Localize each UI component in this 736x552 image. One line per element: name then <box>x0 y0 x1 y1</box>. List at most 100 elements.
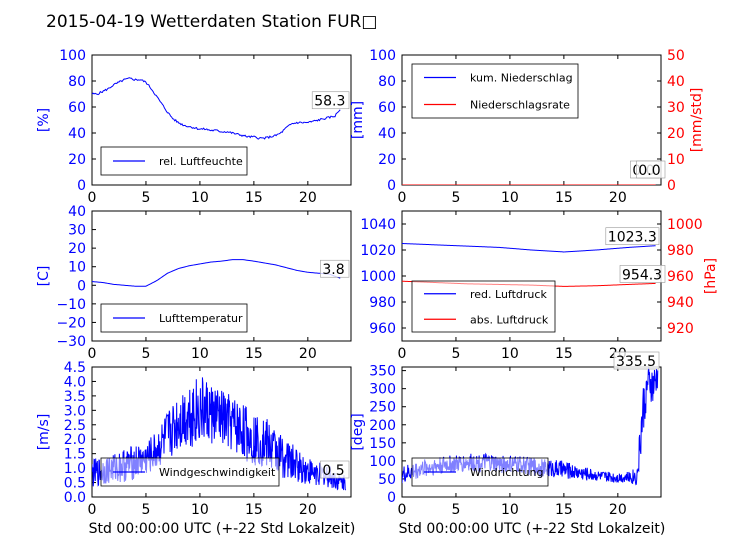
last-value-label: 1023.3 <box>608 230 657 246</box>
y2-tick-label: 40 <box>667 74 685 90</box>
x-tick-label: 20 <box>609 190 627 206</box>
legend: red. Luftdruck abs. Luftdruck <box>411 280 556 333</box>
y-tick-label: 80 <box>68 74 86 90</box>
y-tick-label: 60 <box>378 100 396 116</box>
y2-tick-label: 0 <box>667 178 676 194</box>
y-tick-label: 4.0 <box>64 374 86 390</box>
y-tick-label: 150 <box>369 436 396 452</box>
y-tick-label: 20 <box>68 152 86 168</box>
y2-tick-label: 960 <box>667 269 694 285</box>
y-tick-label: 40 <box>378 126 396 142</box>
x-tick-label: 15 <box>245 190 263 206</box>
y-tick-label: 0.0 <box>64 490 86 506</box>
y-tick-label: 100 <box>369 454 396 470</box>
legend-entry: kum. Niederschlag <box>470 72 573 85</box>
y2-tick-label: 1000 <box>667 217 703 233</box>
x-tick-label: 15 <box>245 502 263 518</box>
y-tick-label: 10 <box>68 260 86 276</box>
y2-tick-label: 940 <box>667 295 694 311</box>
x-tick-label: 5 <box>451 190 460 206</box>
x-tick-label: 5 <box>141 502 150 518</box>
last-value-label-box <box>613 351 660 370</box>
x-tick-label: 15 <box>555 502 573 518</box>
last-value-label-2-box <box>636 160 666 179</box>
plot-area-frame <box>91 366 352 498</box>
y-axis-label: [C] <box>36 266 52 287</box>
last-value-label: 58.3 <box>314 94 345 110</box>
y-tick-label: 40 <box>68 204 86 220</box>
legend-entry: abs. Luftdruck <box>470 313 549 326</box>
x-tick-label: 10 <box>501 346 519 362</box>
y-tick-label: 1.0 <box>64 461 86 477</box>
y-tick-label: 2.0 <box>64 432 86 448</box>
legend-entry: Windrichtung <box>470 466 543 479</box>
legend: kum. Niederschlag Niederschlagsrate <box>411 63 579 119</box>
chart-panel-2: 0 5 10 15 20 0 20 40 60 80 100 0 10 20 30 40 50 [mm] [mm/s… <box>350 48 705 206</box>
x-tick-label: 0 <box>88 190 97 206</box>
y-tick-label: 1040 <box>360 217 396 233</box>
last-value-label: 0.5 <box>322 463 344 479</box>
legend-frame <box>411 63 579 119</box>
x-tick-label: 0 <box>398 346 407 362</box>
y-tick-label: 30 <box>68 223 86 239</box>
chart-panel-6: 0 5 10 15 20050100150200250300350[deg]Windri… <box>350 351 662 518</box>
y-axis-label: [mm] <box>350 101 366 139</box>
x-tick-label: 15 <box>555 190 573 206</box>
legend-entry: Lufttemperatur <box>159 312 243 325</box>
y-axis-label: [deg] <box>350 413 366 450</box>
x-axis-label-right: Std 00:00:00 UTC (+-22 Std Lokalzeit) <box>399 521 666 537</box>
chart-panel-1: 0 5 10 15 20 0 20 40 60 80 100 [%] rel. Luftfeuchte 5… <box>36 48 352 206</box>
chart-panel-4: 0510152096098010001020104092094096098010… <box>360 210 719 362</box>
legend-frame <box>411 280 556 333</box>
y-tick-label: 3.0 <box>64 403 86 419</box>
last-value-label-2: 0.0 <box>638 163 660 179</box>
y-tick-label: −20 <box>56 315 86 331</box>
y-tick-label: 100 <box>369 48 396 64</box>
y-tick-label: −10 <box>56 297 86 313</box>
y2-tick-label: 10 <box>667 152 685 168</box>
y-tick-label: 300 <box>369 382 396 398</box>
plot-area-frame <box>91 210 352 342</box>
y-tick-label: 0 <box>77 178 86 194</box>
last-value-label-box <box>605 227 660 246</box>
legend: rel. Luftfeuchte <box>100 146 248 176</box>
x-tick-label: 0 <box>398 190 407 206</box>
x-tick-label: 0 <box>398 502 407 518</box>
y-tick-label: 1000 <box>360 269 396 285</box>
y2-tick-label: 920 <box>667 321 694 337</box>
legend-entry: Niederschlagsrate <box>470 99 570 112</box>
y-tick-label: 2.5 <box>64 418 86 434</box>
x-tick-label: 15 <box>555 346 573 362</box>
legend-entry: Windgeschwindigkeit <box>159 466 276 479</box>
y-axis-label: [hPa] <box>703 258 719 294</box>
x-tick-label: 20 <box>299 190 317 206</box>
last-value-label-box <box>320 259 350 278</box>
x-tick-label: 0 <box>88 502 97 518</box>
y2-tick-label: 30 <box>667 100 685 116</box>
y-tick-label: 980 <box>369 295 396 311</box>
x-tick-label: 20 <box>299 346 317 362</box>
x-tick-label: 10 <box>191 502 209 518</box>
last-value-label-box <box>320 460 350 479</box>
plot-area-frame <box>401 366 662 498</box>
x-tick-label: 5 <box>141 190 150 206</box>
y-tick-label: 80 <box>378 74 396 90</box>
y-tick-label: 0 <box>387 178 396 194</box>
y-axis-label: [%] <box>36 108 52 132</box>
last-value-label-box <box>311 91 350 110</box>
last-value-label: 335.5 <box>616 354 656 370</box>
y-tick-label: 0 <box>387 490 396 506</box>
y-tick-label: 250 <box>369 400 396 416</box>
y-tick-label: 0.5 <box>64 476 86 492</box>
last-value-label-2: 954.3 <box>622 267 662 283</box>
series-line-1 <box>92 77 341 140</box>
y-tick-label: 4.5 <box>64 360 86 376</box>
x-tick-label: 10 <box>191 346 209 362</box>
x-tick-label: 20 <box>609 502 627 518</box>
chart-panel-3: 0 5 10 15 20 −30 −20 −10 0 10 20 30 40 [C] Lufttempera… <box>36 204 352 362</box>
series-line-1 <box>402 243 656 253</box>
y-tick-label: 60 <box>68 100 86 116</box>
y-tick-label: −30 <box>56 334 86 350</box>
